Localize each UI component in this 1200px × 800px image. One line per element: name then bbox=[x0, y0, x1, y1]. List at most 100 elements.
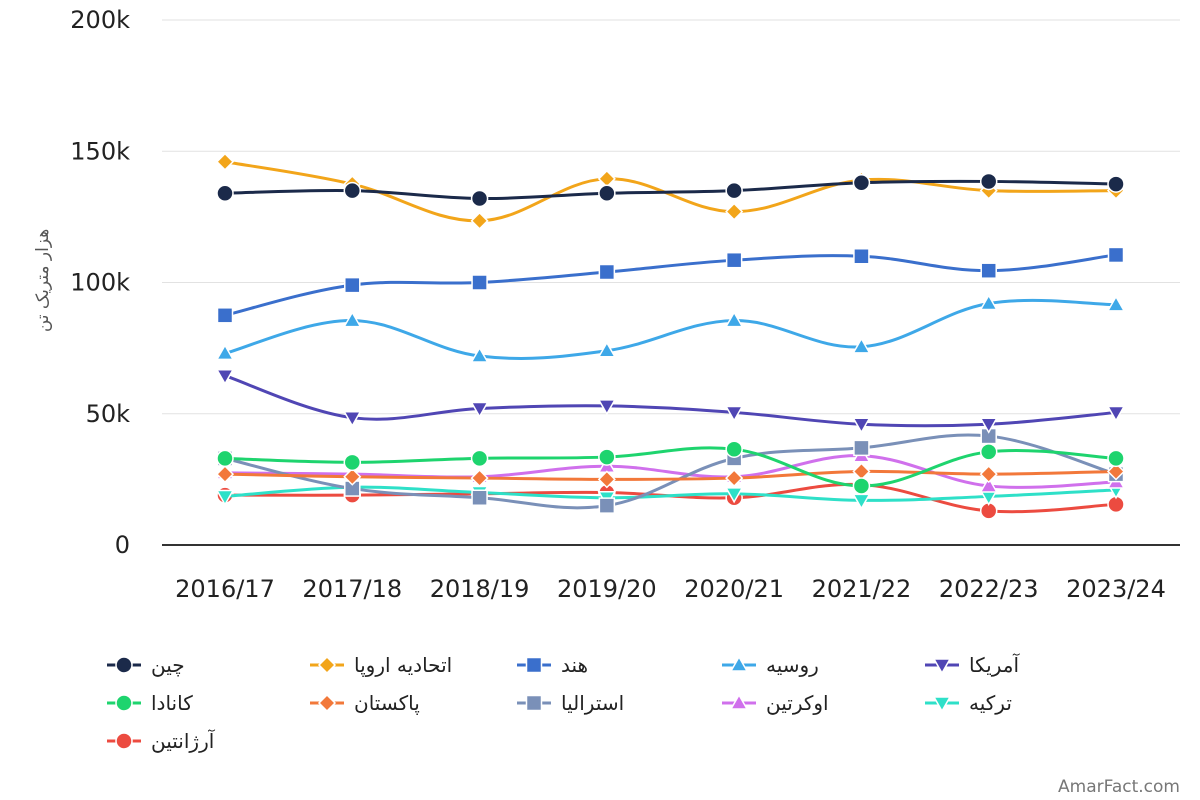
legend-label: روسیه bbox=[766, 653, 819, 677]
legend-label: اوکرتین bbox=[766, 691, 829, 715]
data-point bbox=[215, 368, 235, 386]
x-tick-label: 2019/20 bbox=[557, 575, 657, 603]
legend-marker bbox=[932, 658, 952, 675]
watermark: AmarFact.com bbox=[1058, 777, 1180, 797]
legend-marker bbox=[729, 655, 749, 672]
data-point bbox=[979, 443, 998, 461]
data-point bbox=[725, 202, 744, 221]
legend-marker bbox=[729, 693, 749, 710]
data-point bbox=[853, 248, 870, 265]
legend-item[interactable]: کانادا bbox=[107, 691, 193, 715]
legend-marker bbox=[932, 696, 952, 713]
legend-item[interactable]: چین bbox=[107, 653, 185, 677]
legend-label: آمریکا bbox=[969, 652, 1020, 677]
data-point bbox=[598, 263, 616, 281]
series-line bbox=[223, 485, 1118, 502]
y-axis-ticks: 0 50k 100k 150k 200k bbox=[70, 6, 130, 559]
data-point bbox=[470, 211, 489, 230]
data-point bbox=[215, 343, 235, 361]
y-tick-label: 100k bbox=[70, 269, 130, 297]
legend: چین اتحادیه اروپا هند روسیه آمریکا کانادا پاکس… bbox=[107, 652, 1020, 753]
data-point bbox=[343, 467, 362, 486]
data-point bbox=[216, 307, 234, 324]
legend-label: کانادا bbox=[151, 691, 193, 715]
legend-item[interactable]: هند bbox=[517, 653, 588, 677]
data-point bbox=[979, 417, 999, 434]
data-point bbox=[597, 169, 616, 188]
data-point bbox=[597, 470, 616, 489]
data-point bbox=[979, 476, 999, 493]
series-line bbox=[223, 469, 1118, 481]
data-point bbox=[980, 262, 997, 279]
data-point bbox=[725, 181, 743, 200]
series-group bbox=[215, 152, 1126, 520]
legend-item[interactable]: روسیه bbox=[722, 653, 819, 677]
series-7 bbox=[216, 427, 1125, 514]
data-point bbox=[598, 184, 616, 202]
data-point bbox=[853, 439, 870, 457]
data-point bbox=[215, 152, 235, 171]
data-point bbox=[216, 449, 234, 468]
y-axis-label: هزار متریک تن bbox=[33, 229, 53, 332]
data-point bbox=[470, 189, 489, 208]
legend-item[interactable]: پاکستان bbox=[310, 691, 420, 716]
data-point bbox=[1106, 405, 1126, 422]
data-point bbox=[597, 341, 617, 358]
data-point bbox=[852, 477, 871, 495]
y-tick-label: 0 bbox=[115, 531, 130, 559]
series-6 bbox=[215, 462, 1126, 489]
data-point bbox=[470, 346, 489, 363]
y-tick-label: 50k bbox=[86, 400, 131, 428]
series-3 bbox=[215, 293, 1126, 363]
x-tick-label: 2022/23 bbox=[939, 575, 1039, 603]
x-tick-label: 2020/21 bbox=[684, 575, 784, 603]
legend-item[interactable]: اوکرتین bbox=[722, 691, 829, 715]
data-point bbox=[979, 465, 998, 484]
x-tick-label: 2016/17 bbox=[175, 575, 275, 603]
series-line bbox=[223, 454, 1118, 489]
x-tick-label: 2017/18 bbox=[302, 575, 402, 603]
data-point bbox=[215, 465, 235, 484]
series-4 bbox=[215, 368, 1126, 434]
x-tick-label: 2018/19 bbox=[430, 575, 530, 603]
legend-label: پاکستان bbox=[354, 691, 420, 716]
data-point bbox=[597, 399, 617, 416]
data-point bbox=[342, 410, 362, 428]
legend-item[interactable]: آرژانتین bbox=[107, 728, 216, 753]
legend-label: اتحادیه اروپا bbox=[354, 653, 452, 678]
data-point bbox=[979, 172, 998, 191]
series-line bbox=[223, 179, 1118, 201]
data-point bbox=[725, 440, 743, 458]
data-point bbox=[215, 489, 235, 506]
legend-marker bbox=[115, 694, 133, 712]
data-point bbox=[1106, 295, 1126, 312]
data-point bbox=[1107, 449, 1125, 468]
legend-marker bbox=[317, 655, 337, 675]
legend-marker bbox=[115, 656, 133, 674]
data-point bbox=[470, 401, 489, 419]
data-point bbox=[471, 489, 488, 506]
data-point bbox=[470, 449, 489, 468]
series-5 bbox=[216, 440, 1125, 495]
legend-item[interactable]: اتحادیه اروپا bbox=[310, 653, 452, 678]
legend-item[interactable]: استرالیا bbox=[517, 691, 624, 715]
legend-marker bbox=[115, 732, 133, 750]
data-point bbox=[852, 417, 871, 434]
legend-marker bbox=[525, 694, 543, 712]
legend-item[interactable]: ترکیه bbox=[925, 691, 1012, 715]
series-line bbox=[223, 253, 1118, 317]
x-axis-ticks: 2016/17 2017/18 2018/19 2019/20 2020/21 2021/… bbox=[175, 575, 1166, 603]
data-point bbox=[852, 174, 871, 192]
series-line bbox=[223, 374, 1118, 428]
data-point bbox=[724, 311, 744, 328]
data-point bbox=[344, 276, 361, 294]
series-0 bbox=[216, 172, 1125, 208]
series-line bbox=[223, 298, 1118, 360]
data-point bbox=[1106, 462, 1126, 481]
data-point bbox=[471, 274, 488, 291]
legend-label: استرالیا bbox=[561, 691, 624, 715]
legend-label: ترکیه bbox=[969, 691, 1012, 715]
legend-item[interactable]: آمریکا bbox=[925, 652, 1020, 677]
legend-label: چین bbox=[151, 653, 185, 677]
